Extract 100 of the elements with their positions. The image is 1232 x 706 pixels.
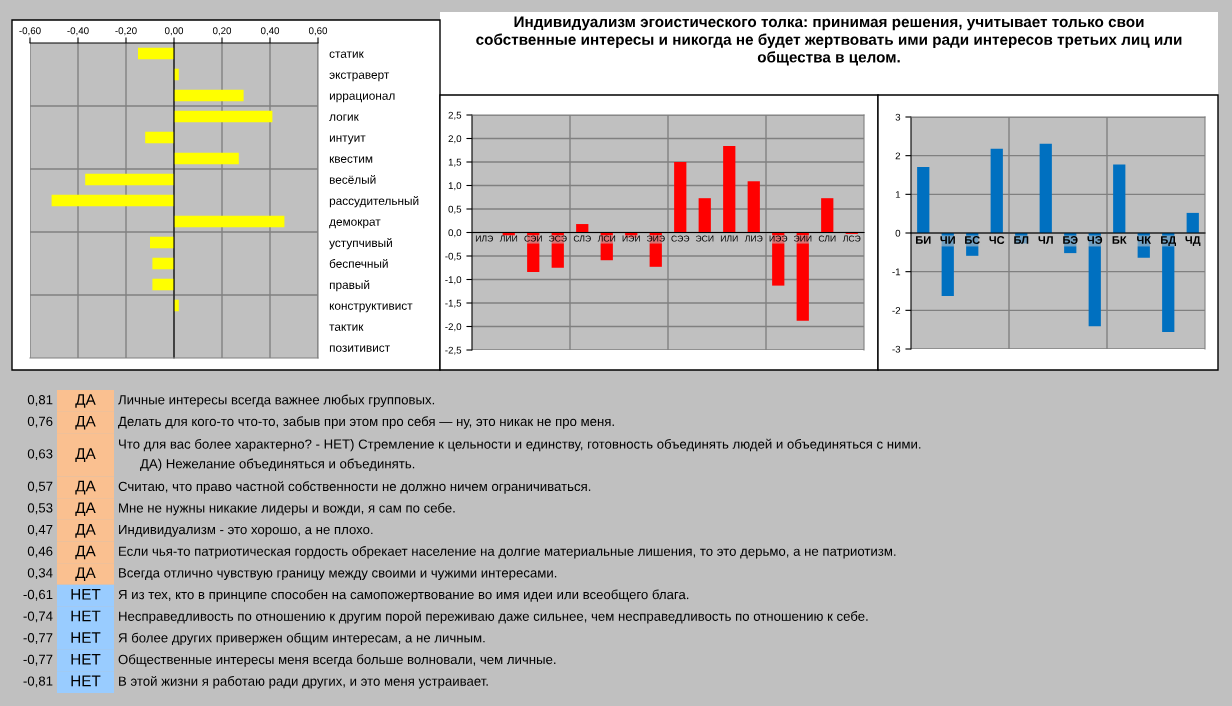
category-label: НЕТ <box>71 675 101 687</box>
y-tick-label: демократ <box>329 219 381 229</box>
x-tick-label: ЛИИ <box>499 235 518 242</box>
category-label: Несправедливость по отношению к другим порой переживаю даже сильнее, чем несправедливость по отношению к себе. <box>119 610 868 624</box>
y-tick-label: статик <box>329 51 364 58</box>
y-tick-label: 2 <box>895 152 901 160</box>
y-tick-label: иррационал <box>329 93 395 103</box>
x-tick-label: ЛСИ <box>597 235 616 242</box>
category-label: 0,46 <box>27 546 53 558</box>
x-tick-label: -0,20 <box>115 27 137 36</box>
x-tick-label: СЭИ <box>524 235 542 242</box>
x-tick-label: -0,40 <box>67 27 89 36</box>
x-tick-label: БС <box>965 236 980 244</box>
category-label: Я более других привержен общим интересам, а не личным. <box>118 632 485 646</box>
category-label: Общественные интересы меня всегда больше волновали, чем личные. <box>118 654 556 667</box>
y-tick-label: квестим <box>329 156 373 163</box>
y-tick-label: конструктивист <box>329 303 413 313</box>
category-label: Всегда отлично чувствую границу между своими и чужими интересами. <box>119 568 557 581</box>
category-label: 0,57 <box>27 481 53 493</box>
y-tick-label: -2,5 <box>445 346 462 355</box>
y-tick-label: уступчивый <box>329 238 392 250</box>
x-tick-label: ЧД <box>1185 236 1201 247</box>
x-tick-label: ЧК <box>1137 236 1152 244</box>
x-tick-label: ЭИЭ <box>646 235 665 242</box>
x-tick-label: ЭИИ <box>793 235 812 242</box>
x-tick-label: СЛИ <box>818 235 836 242</box>
x-tick-label: ЧЭ <box>1087 236 1103 244</box>
y-tick-label: логик <box>329 114 359 121</box>
category-label: -0,81 <box>23 676 53 688</box>
x-tick-label: БЭ <box>1063 236 1078 244</box>
y-tick-label: экстраверт <box>329 72 390 82</box>
y-tick-label: 0,0 <box>448 229 462 238</box>
category-label: -0,77 <box>23 633 53 644</box>
y-tick-label: -0,5 <box>445 252 462 261</box>
x-tick-label: ИЛИ <box>720 235 738 242</box>
category-label: -0,61 <box>23 589 53 601</box>
x-tick-label: БЛ <box>1014 236 1029 244</box>
chart-title: Индивидуализм эгоистического толка: принимая решения, учитывает только свои собственные интересы и никогда не будет жертвовать ими ради интересов третьих лиц или общества в целом. <box>476 16 1182 66</box>
category-label: В этой жизни я работаю ради других, и это меня устраивает. <box>119 675 488 689</box>
y-tick-label: -1 <box>892 268 901 276</box>
category-label: Личные интересы всегда важнее любых групповых. <box>118 394 435 408</box>
y-tick-label: интуит <box>329 135 366 145</box>
x-tick-label: ИЭЭ <box>769 235 788 242</box>
x-tick-label: 0,60 <box>308 27 328 36</box>
y-tick-label: беспечный <box>329 259 388 268</box>
x-tick-label: -0,60 <box>19 27 41 36</box>
category-label: -0,74 <box>23 611 53 623</box>
x-tick-label: ЧИ <box>940 236 955 244</box>
x-tick-label: ЭСИ <box>695 235 714 242</box>
category-label: НЕТ <box>71 589 101 600</box>
y-tick-label: весёлый <box>329 175 376 184</box>
category-label: Считаю, что право частной собственности не должно ничем ограничиваться. <box>118 481 591 494</box>
category-label: Я из тех, кто в принципе способен на самопожертвование во имя идеи или всеобщего блага. <box>118 589 689 602</box>
category-label: ДА <box>75 524 96 538</box>
y-tick-label: 0 <box>895 229 901 237</box>
x-tick-label: ЭСЭ <box>548 235 567 242</box>
y-tick-label: правый <box>329 280 370 292</box>
category-label: НЕТ <box>71 653 101 665</box>
x-tick-label: 0,40 <box>260 27 280 36</box>
y-tick-label: рассудительный <box>329 196 419 208</box>
y-tick-label: тактик <box>329 324 364 331</box>
x-tick-label: СЭЭ <box>671 235 690 242</box>
y-tick-label: 3 <box>895 113 901 121</box>
category-label: Делать для кого-то что-то, забыв при этом про себя — ну, это никак не про меня. <box>118 416 614 429</box>
x-tick-label: 0,20 <box>212 27 232 36</box>
category-label: 0,47 <box>27 524 53 536</box>
x-tick-label: ЧС <box>989 236 1005 244</box>
category-label: 0,53 <box>27 503 53 515</box>
category-label: 0,76 <box>27 416 53 428</box>
category-label: Индивидуализм - это хорошо, а не плохо. <box>119 525 373 537</box>
x-tick-label: БД <box>1161 236 1176 247</box>
x-tick-label: ЛИЭ <box>744 235 763 242</box>
x-tick-label: БИ <box>916 236 931 244</box>
category-label: ДА <box>75 415 96 430</box>
category-label: 0,81 <box>27 395 53 406</box>
y-tick-label: 0,5 <box>448 205 462 214</box>
category-label: -0,77 <box>23 654 53 666</box>
y-tick-label: -2 <box>892 307 901 314</box>
category-label: Мне не нужны никакие лидеры и вожди, я сам по себе. <box>119 502 455 516</box>
category-label: Если чья-то патриотическая гордость обрекает население на долгие материальные лишения, то это дерьмо, а не патриотизм. <box>119 546 896 559</box>
category-label: ДА <box>75 394 96 408</box>
x-tick-label: ИЭИ <box>622 235 640 242</box>
y-tick-label: 2,5 <box>448 111 462 120</box>
y-tick-label: 1 <box>895 191 901 198</box>
y-tick-label: -1,0 <box>445 276 462 285</box>
category-label: ДА <box>75 502 96 517</box>
y-tick-label: 1,5 <box>448 158 462 167</box>
y-tick-label: позитивист <box>329 345 390 352</box>
x-tick-label: ЧЛ <box>1038 236 1053 244</box>
y-tick-label: 1,0 <box>448 182 462 191</box>
y-tick-label: -2,0 <box>445 323 462 332</box>
x-tick-label: ЛСЭ <box>842 235 861 242</box>
category-label: ДА <box>75 567 96 581</box>
y-tick-label: -1,5 <box>445 299 462 308</box>
category-label: ДА <box>75 545 96 560</box>
category-label: 0,63 <box>27 449 53 461</box>
x-tick-label: 0,00 <box>164 27 184 36</box>
x-tick-label: ИЛЭ <box>475 235 493 242</box>
x-tick-label: БК <box>1112 236 1127 244</box>
category-label: ДА <box>75 448 96 462</box>
